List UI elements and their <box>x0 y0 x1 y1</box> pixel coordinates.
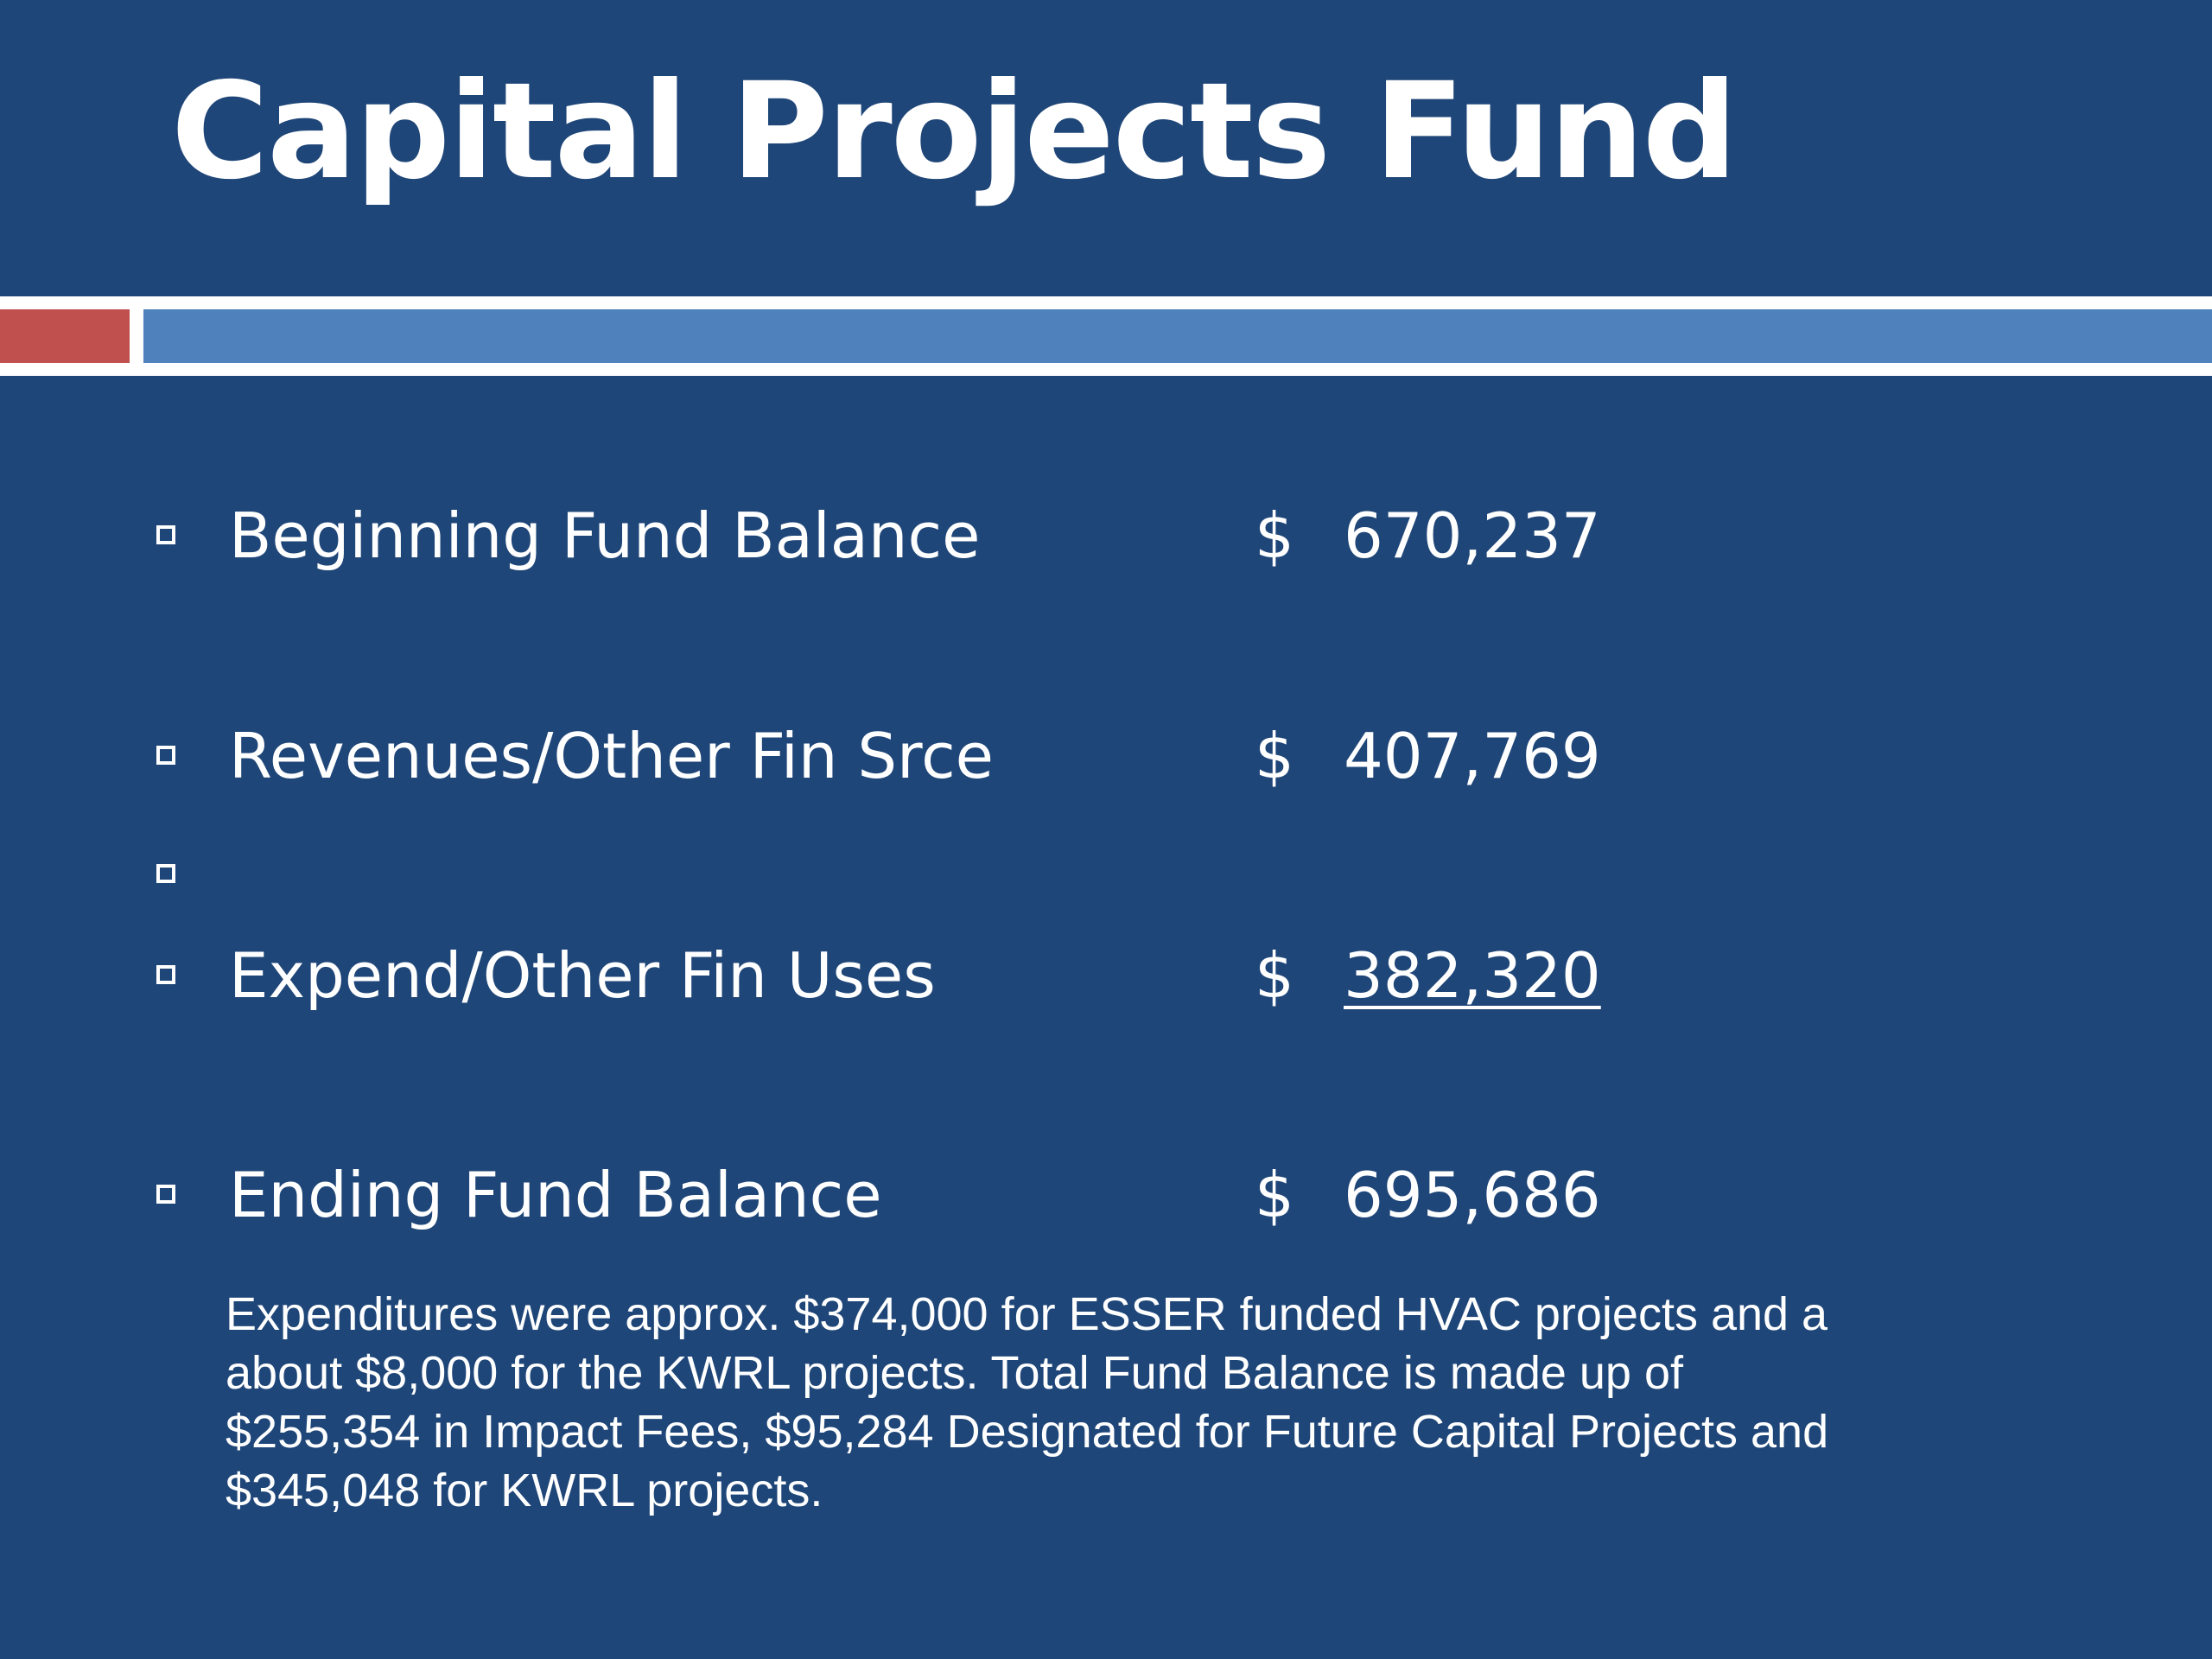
list-item-ending-fund-balance: Ending Fund Balance $ 695,686 <box>0 1152 2212 1238</box>
slide-title: Capital Projects Fund <box>171 54 1738 209</box>
row-amount: 407,769 <box>1344 720 1601 792</box>
list-item-empty <box>0 831 2212 918</box>
row-amount: 695,686 <box>1344 1159 1601 1231</box>
row-label: Revenues/Other Fin Srce <box>229 720 994 792</box>
square-bullet-icon <box>156 1185 175 1204</box>
explanatory-note: Expenditures were approx. $374,000 for E… <box>226 1288 1829 1516</box>
row-label: Expend/Other Fin Uses <box>229 939 936 1012</box>
square-bullet-icon <box>156 525 175 544</box>
list-item-expenditures: Expend/Other Fin Uses $ 382,320 <box>0 932 2212 1019</box>
list-item-revenues: Revenues/Other Fin Srce $ 407,769 <box>0 713 2212 799</box>
row-label: Beginning Fund Balance <box>229 499 981 572</box>
list-item-beginning-fund-balance: Beginning Fund Balance $ 670,237 <box>0 493 2212 579</box>
currency-symbol: $ <box>1255 1159 1294 1231</box>
square-bullet-icon <box>156 864 175 883</box>
title-divider-accent-red <box>0 309 130 363</box>
title-divider-accent-blue <box>143 309 2212 363</box>
row-label: Ending Fund Balance <box>229 1159 882 1231</box>
currency-symbol: $ <box>1255 499 1294 572</box>
row-amount: 670,237 <box>1344 499 1601 572</box>
currency-symbol: $ <box>1255 720 1294 792</box>
square-bullet-icon <box>156 965 175 984</box>
square-bullet-icon <box>156 746 175 765</box>
row-amount: 382,320 <box>1344 939 1601 1012</box>
currency-symbol: $ <box>1255 939 1294 1012</box>
